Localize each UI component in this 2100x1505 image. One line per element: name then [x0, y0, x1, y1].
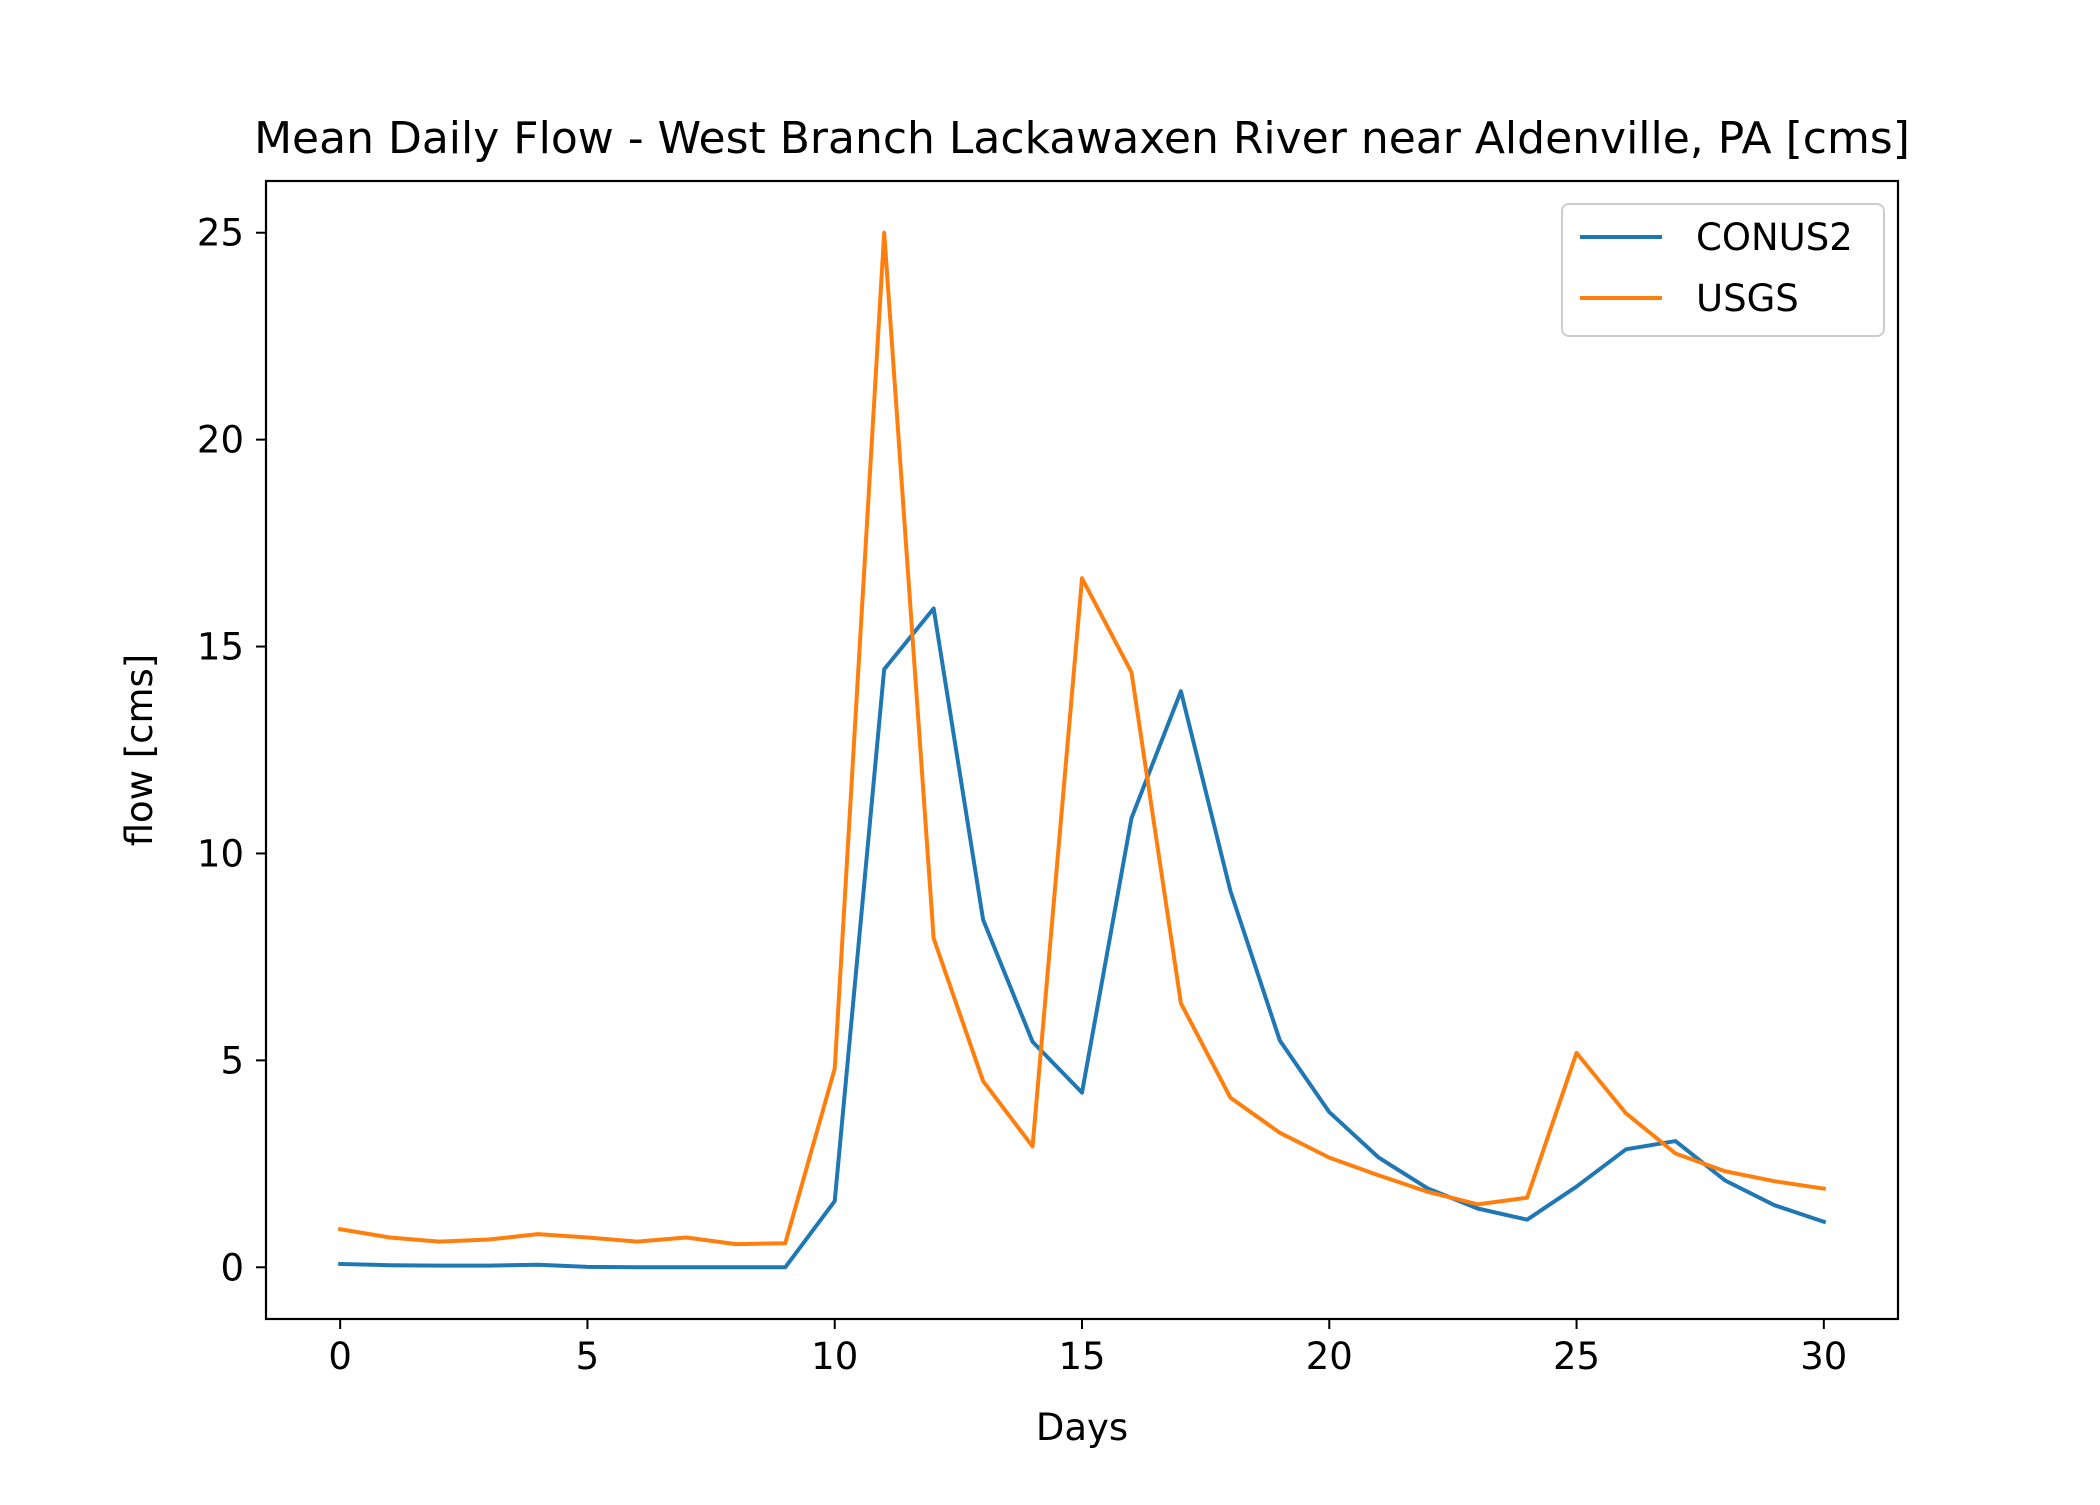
legend-label-usgs: USGS [1696, 277, 1799, 320]
y-tick-label: 20 [197, 419, 244, 462]
y-tick-label: 15 [197, 626, 244, 669]
y-axis-label: flow [cms] [118, 654, 161, 847]
y-tick-label: 0 [220, 1246, 244, 1289]
y-tick-label: 5 [220, 1039, 244, 1082]
x-tick-label: 20 [1306, 1335, 1353, 1378]
y-axis: 0 5 10 15 20 25 [197, 212, 266, 1289]
series-line-usgs [337, 230, 1827, 1247]
x-tick-label: 15 [1058, 1335, 1105, 1378]
plot-area [264, 179, 1900, 1321]
x-axis: 0 5 10 15 20 25 30 [328, 1319, 1847, 1378]
legend: CONUS2 USGS [1561, 203, 1885, 337]
series-line-conus2 [338, 606, 1827, 1270]
legend-label-conus2: CONUS2 [1696, 216, 1853, 259]
y-tick-label: 25 [197, 212, 244, 255]
x-tick-label: 30 [1800, 1335, 1847, 1378]
x-tick-label: 25 [1553, 1335, 1600, 1378]
x-axis-label: Days [1036, 1406, 1128, 1449]
x-tick-label: 10 [811, 1335, 858, 1378]
plot-frame [264, 179, 1900, 1321]
chart-title: Mean Daily Flow - West Branch Lackawaxen… [254, 113, 1910, 164]
x-tick-label: 5 [576, 1335, 600, 1378]
x-tick-label: 0 [328, 1335, 352, 1378]
y-tick-label: 10 [197, 832, 244, 875]
